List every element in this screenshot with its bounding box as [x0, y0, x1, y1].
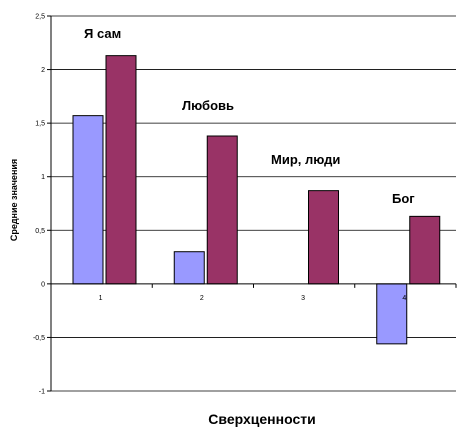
annotation-label: Любовь: [182, 98, 234, 113]
y-tick-label: 1: [41, 174, 45, 181]
y-tick-labels: -1 -0,5 0 0,5 1 1,5 2 2,5: [33, 14, 51, 396]
bars: [72, 55, 441, 345]
bar-annotations: Я сам Любовь Мир, люди Бог: [84, 26, 415, 206]
y-tick-label: 2: [41, 67, 45, 74]
bar-series-2-cat-4: [409, 215, 441, 285]
y-tick-label: -0,5: [33, 335, 45, 342]
x-tick-label: 2: [200, 295, 204, 302]
annotation-label: Мир, люди: [271, 152, 340, 167]
annotation-label: Я сам: [84, 26, 121, 41]
x-tick-label: 3: [301, 295, 305, 302]
y-axis-title: Средние значения: [9, 159, 19, 241]
y-tick-label: 0: [41, 281, 45, 288]
y-tick-label: 2,5: [35, 14, 45, 21]
x-tick-labels: 1 2 3 4: [50, 283, 457, 302]
x-tick-label: 4: [402, 295, 406, 302]
x-axis-title: Сверхценности: [208, 411, 315, 427]
y-tick-label: 1,5: [35, 121, 45, 128]
bar-series-1-cat-2: [173, 251, 205, 285]
bar-series-2-cat-1: [105, 55, 137, 285]
x-tick-label: 1: [99, 295, 103, 302]
y-tick-label: -1: [39, 389, 45, 396]
bar-series-1-cat-1: [72, 115, 104, 285]
y-tick-label: 0,5: [35, 228, 45, 235]
bar-series-1-cat-4: [376, 283, 408, 345]
bar-series-2-cat-3: [308, 190, 339, 285]
annotation-label: Бог: [392, 191, 415, 206]
bar-series-2-cat-2: [206, 135, 238, 285]
